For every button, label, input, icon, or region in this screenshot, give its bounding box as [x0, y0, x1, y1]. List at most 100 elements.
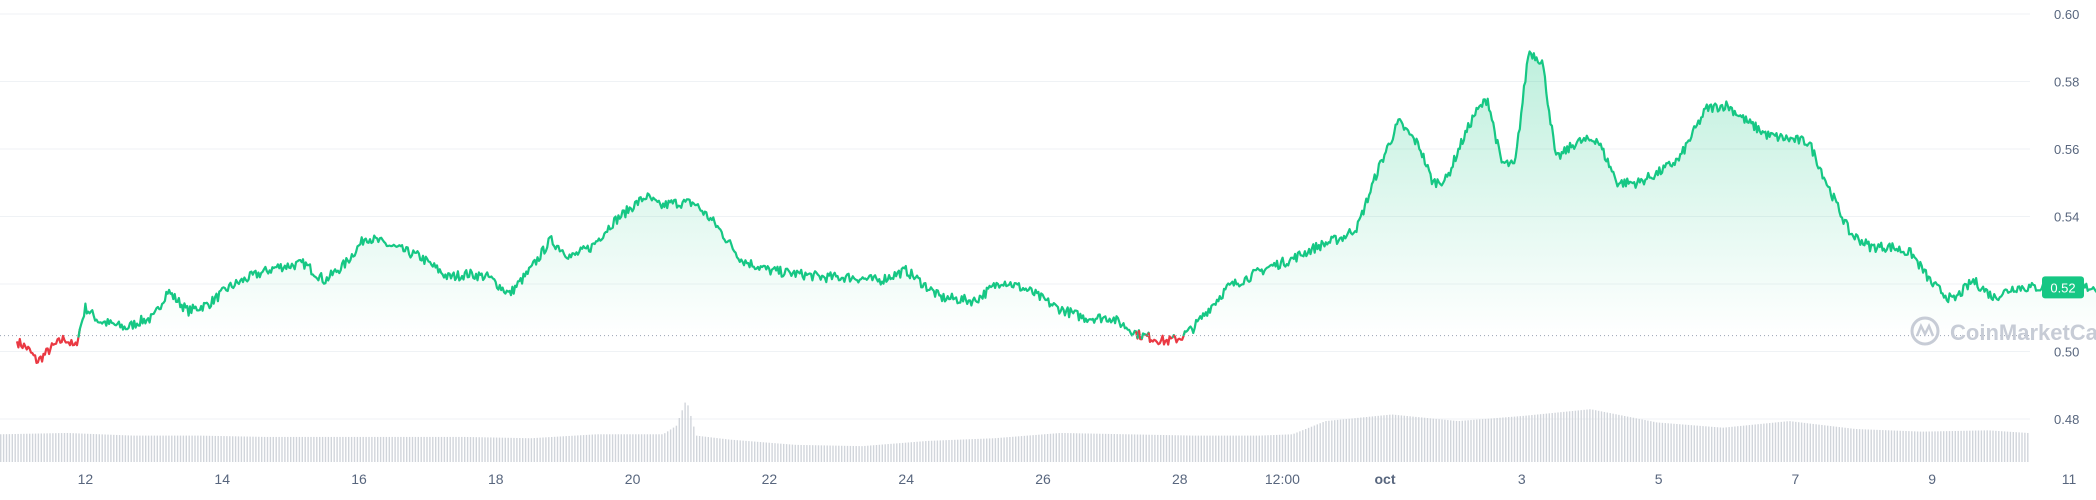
volume-bar — [1627, 417, 1628, 462]
volume-bar — [1032, 435, 1033, 462]
volume-bar — [1262, 435, 1263, 462]
volume-bar — [1781, 422, 1782, 462]
volume-bar — [539, 438, 540, 462]
volume-bar — [1383, 415, 1384, 462]
volume-bar — [658, 434, 659, 462]
volume-bar — [116, 435, 117, 462]
volume-bar — [882, 445, 883, 462]
volume-bar — [1668, 423, 1669, 462]
volume-bar — [592, 435, 593, 462]
volume-bar — [563, 436, 564, 462]
volume-bar — [850, 446, 851, 462]
volume-bar — [1572, 411, 1573, 462]
volume-bar — [267, 437, 268, 462]
volume-bar — [389, 437, 390, 462]
volume-bar — [1827, 426, 1828, 462]
volume-bar — [708, 437, 709, 462]
x-tick-label: 16 — [351, 471, 367, 487]
volume-bar — [1557, 412, 1558, 462]
volume-bar — [1963, 431, 1964, 462]
volume-bar — [1882, 430, 1883, 462]
volume-bar — [499, 438, 500, 462]
volume-bar — [711, 437, 712, 462]
x-tick-label: 18 — [488, 471, 504, 487]
volume-bar — [421, 437, 422, 462]
volume-bar — [1807, 423, 1808, 462]
volume-bar — [1064, 433, 1065, 462]
volume-bar — [870, 445, 871, 462]
volume-bar — [1981, 430, 1982, 462]
volume-bar — [1215, 436, 1216, 462]
volume-bar — [838, 446, 839, 462]
volume-bar — [316, 437, 317, 462]
price-line-down — [1149, 333, 1174, 345]
volume-bar — [186, 436, 187, 462]
volume-bar — [618, 434, 619, 462]
volume-bar — [1679, 424, 1680, 462]
volume-bar — [537, 438, 538, 462]
volume-bar — [557, 437, 558, 462]
volume-bar — [299, 437, 300, 462]
volume-bar — [26, 434, 27, 462]
volume-bar — [1288, 434, 1289, 462]
volume-bar — [17, 434, 18, 462]
volume-bar — [1563, 412, 1564, 462]
y-tick-label: 0.54 — [2054, 210, 2079, 225]
volume-bar — [223, 436, 224, 462]
volume-bar — [310, 437, 311, 462]
volume-bar — [925, 441, 926, 462]
volume-bar — [1537, 414, 1538, 462]
volume-bar — [589, 435, 590, 462]
volume-bar — [1960, 431, 1961, 462]
volume-bar — [1830, 426, 1831, 462]
volume-bar — [1189, 436, 1190, 462]
volume-bar — [638, 434, 639, 462]
volume-bar — [206, 436, 207, 462]
volume-bar — [1192, 436, 1193, 462]
volume-bar — [455, 437, 456, 462]
volume-bar — [160, 436, 161, 462]
volume-bar — [273, 437, 274, 462]
volume-bar — [1090, 434, 1091, 462]
volume-bar — [1778, 422, 1779, 462]
volume-bar — [1740, 426, 1741, 462]
volume-bar — [742, 441, 743, 462]
volume-bar — [241, 436, 242, 462]
volume-bar — [1897, 431, 1898, 462]
volume-bar — [1494, 418, 1495, 462]
volume-bar — [1479, 419, 1480, 462]
volume-bar — [626, 434, 627, 462]
volume-bar — [1549, 413, 1550, 462]
volume-bar — [1253, 436, 1254, 462]
volume-bar — [238, 436, 239, 462]
volume-bar — [1824, 425, 1825, 462]
volume-bar — [58, 433, 59, 462]
volume-bar — [1601, 411, 1602, 462]
volume-bar — [386, 437, 387, 462]
volume-bar — [815, 445, 816, 462]
volume-bar — [1305, 429, 1306, 462]
volume-bar — [713, 438, 714, 462]
volume-bar — [2007, 432, 2008, 462]
volume-bar — [1540, 414, 1541, 462]
volume-bar — [1073, 433, 1074, 462]
volume-bar — [81, 434, 82, 462]
volume-bar — [1989, 430, 1990, 462]
x-tick-label: 9 — [1928, 471, 1936, 487]
y-tick-label: 0.56 — [2054, 142, 2079, 157]
volume-bar — [1583, 410, 1584, 462]
volume-bar — [948, 440, 949, 462]
volume-bar — [908, 442, 909, 462]
volume-bar — [989, 438, 990, 462]
volume-bar — [1723, 428, 1724, 462]
volume-bar — [357, 437, 358, 462]
volume-bar — [577, 435, 578, 462]
volume-bar — [928, 441, 929, 462]
volume-bar — [1865, 429, 1866, 462]
volume-bar — [789, 444, 790, 462]
volume-bar — [1027, 436, 1028, 462]
volume-bar — [2016, 432, 2017, 462]
volume-bar — [139, 436, 140, 462]
volume-bar — [1871, 430, 1872, 462]
volume-bar — [290, 437, 291, 462]
